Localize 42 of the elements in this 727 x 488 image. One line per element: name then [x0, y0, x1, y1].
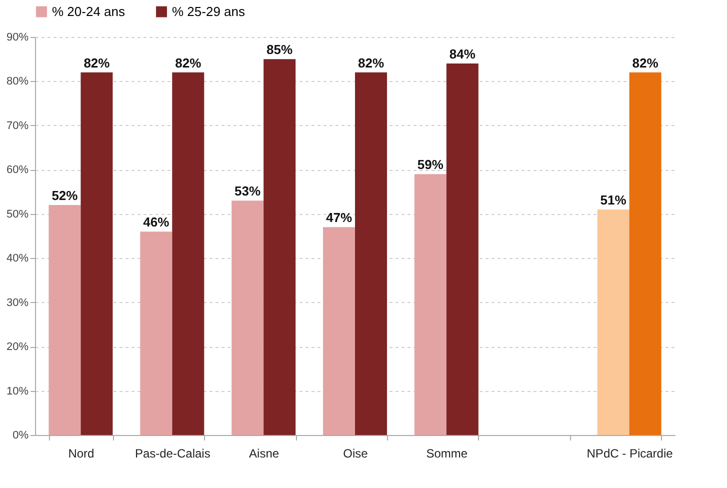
- y-tick-label: 60%: [6, 164, 29, 176]
- bar: [264, 59, 296, 435]
- data-label: 51%: [600, 192, 627, 208]
- y-tick-label: 40%: [6, 252, 29, 265]
- bar: [355, 72, 387, 435]
- bar: [446, 64, 478, 435]
- bar: [629, 72, 662, 435]
- bar: [232, 200, 264, 435]
- bar: [414, 174, 446, 435]
- data-label: 84%: [449, 46, 476, 62]
- x-tick-label: Somme: [426, 446, 468, 460]
- bar: [80, 72, 113, 435]
- data-label: 82%: [358, 55, 384, 70]
- data-label: 53%: [234, 184, 262, 199]
- x-tick-label: NPdC - Picardie: [586, 446, 674, 460]
- y-tick-label: 80%: [6, 76, 29, 88]
- x-tick-label: Nord: [68, 446, 94, 460]
- y-tick-label: 0%: [12, 430, 29, 442]
- data-label: 47%: [326, 210, 352, 226]
- bar: [323, 227, 355, 435]
- y-tick-label: 70%: [6, 120, 29, 132]
- y-tick-label: 90%: [6, 32, 29, 44]
- bar: [597, 209, 630, 435]
- data-label: 46%: [143, 214, 170, 230]
- data-label: 82%: [175, 55, 202, 70]
- bar: [140, 232, 172, 435]
- y-tick-label: 20%: [6, 341, 29, 354]
- data-label: 82%: [632, 55, 659, 70]
- bar: [48, 205, 81, 435]
- y-tick-label: 50%: [6, 208, 29, 220]
- x-tick-label: Aisne: [249, 446, 280, 460]
- y-tick-label: 10%: [6, 385, 29, 398]
- legend-label: % 20-24 ans: [52, 4, 126, 19]
- data-label: 59%: [417, 157, 444, 172]
- data-label: 52%: [52, 188, 78, 204]
- data-label: 85%: [266, 42, 294, 58]
- data-label: 82%: [84, 55, 110, 70]
- x-tick-label: Pas-de-Calais: [134, 446, 210, 460]
- legend-label: % 25-29 ans: [172, 4, 246, 19]
- bar: [172, 72, 204, 435]
- y-tick-label: 30%: [6, 296, 29, 309]
- x-tick-label: Oise: [343, 446, 368, 460]
